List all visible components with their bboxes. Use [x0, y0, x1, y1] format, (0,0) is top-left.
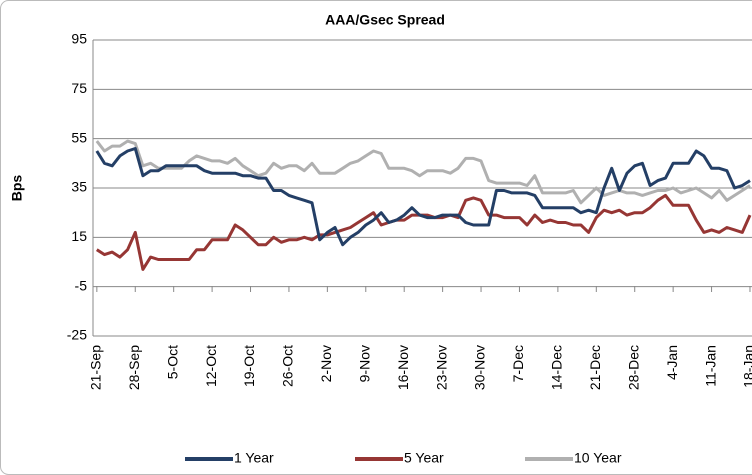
x-tick-label: 26-Oct — [280, 345, 296, 387]
x-tick-label: 30-Nov — [472, 345, 488, 390]
x-tick-label: 12-Oct — [203, 345, 219, 387]
y-tick-label: 55 — [71, 129, 87, 145]
y-axis-label: Bps — [9, 175, 25, 202]
x-tick-label: 23-Nov — [433, 345, 449, 390]
y-tick-label: 95 — [71, 31, 87, 47]
x-tick-label: 14-Dec — [549, 345, 565, 390]
x-tick-label: 28-Dec — [625, 345, 641, 390]
x-tick-label: 4-Jan — [664, 345, 680, 380]
x-tick-label: 16-Nov — [395, 345, 411, 390]
x-tick-label: 21-Sep — [88, 345, 104, 390]
x-tick-label: 21-Dec — [587, 345, 603, 390]
legend-label: 1 Year — [234, 450, 274, 466]
x-tick-label: 2-Nov — [318, 345, 334, 382]
y-tick-label: 35 — [71, 179, 87, 195]
y-tick-label: -5 — [75, 277, 88, 293]
x-tick-label: 11-Jan — [702, 345, 718, 387]
legend-label: 5 Year — [404, 450, 444, 466]
series-line — [95, 147, 751, 247]
series-line — [95, 139, 751, 205]
x-tick-label: 19-Oct — [241, 345, 257, 387]
y-tick-label: 15 — [71, 228, 87, 244]
x-tick-label: 18-Jan — [741, 345, 752, 388]
x-tick-label: 5-Oct — [164, 345, 180, 379]
y-tick-label: -25 — [67, 327, 87, 343]
chart-title: AAA/Gsec Spread — [325, 12, 445, 28]
x-tick-label: 9-Nov — [356, 345, 372, 382]
legend-label: 10 Year — [574, 450, 622, 466]
x-tick-label: 28-Sep — [126, 345, 142, 390]
y-tick-label: 75 — [71, 80, 87, 96]
x-tick-label: 7-Dec — [510, 345, 526, 382]
